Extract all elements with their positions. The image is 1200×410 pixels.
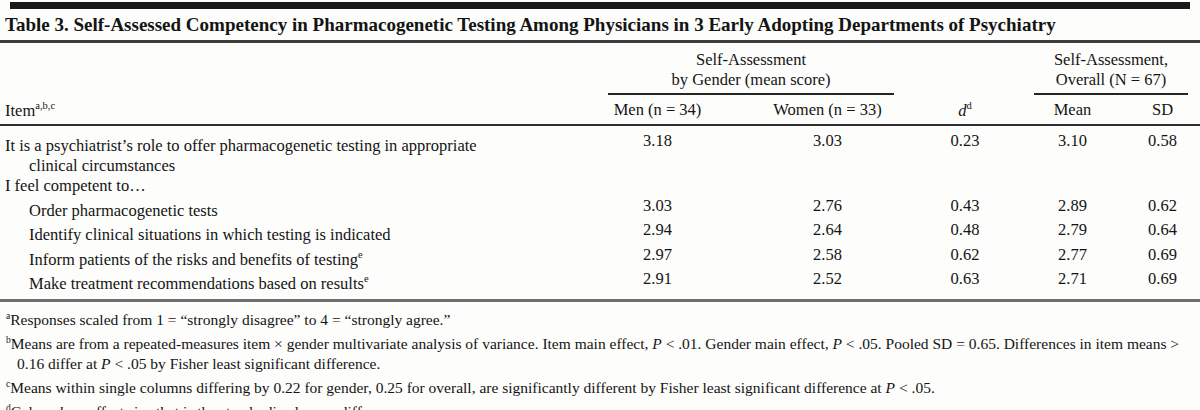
item-cell: Inform patients of the risks and benefit…	[0, 245, 570, 270]
footnotes: aResponses scaled from 1 = “strongly dis…	[0, 299, 1200, 410]
cell-d: 0.23	[910, 125, 1020, 176]
d-footnote-mark: d	[967, 100, 972, 111]
cell-women: 2.52	[745, 269, 910, 299]
group-header-overall-line1: Self-Assessment,	[1034, 50, 1188, 70]
table-row: I feel competent to…	[0, 176, 1200, 196]
top-bar-rule	[10, 2, 1190, 9]
table-row: Identify clinical situations in which te…	[0, 220, 1200, 245]
cell-women: 2.76	[745, 196, 910, 221]
item-cell: Make treatment recommendations based on …	[0, 269, 570, 299]
cell-d	[910, 176, 1020, 196]
cell-mean: 3.10	[1020, 125, 1125, 176]
column-header-men: Men (n = 34)	[570, 95, 745, 125]
footnote-c: cMeans within single columns differing b…	[4, 374, 1192, 398]
table-title: Table 3. Self-Assessed Competency in Pha…	[0, 9, 1200, 43]
cell-men: 2.91	[570, 269, 745, 299]
column-header-women: Women (n = 33)	[745, 95, 910, 125]
table-row: Make treatment recommendations based on …	[0, 269, 1200, 299]
item-cell: It is a psychiatrist’s role to offer pha…	[0, 125, 570, 176]
cell-men: 3.18	[570, 125, 745, 176]
data-table: Itema,b,c Self-Assessment by Gender (mea…	[0, 43, 1200, 299]
cell-sd: 0.69	[1125, 269, 1200, 299]
cell-d: 0.63	[910, 269, 1020, 299]
group-header-gender-line2: by Gender (mean score)	[608, 70, 894, 90]
column-header-mean: Mean	[1020, 95, 1125, 125]
group-header-overall: Self-Assessment, Overall (N = 67)	[1020, 43, 1200, 95]
footnote-text: Means within single columns differing by…	[10, 379, 935, 396]
cell-men: 2.94	[570, 220, 745, 245]
cell-mean: 2.77	[1020, 245, 1125, 270]
footnote-d: dCohen d, an effect size that is the sta…	[4, 398, 1192, 410]
item-cell: Identify clinical situations in which te…	[0, 220, 570, 245]
item-cell-line2: clinical circumstances	[5, 156, 570, 176]
cell-men: 3.03	[570, 196, 745, 221]
cell-mean: 2.79	[1020, 220, 1125, 245]
cell-men	[570, 176, 745, 196]
cell-sd: 0.64	[1125, 220, 1200, 245]
cell-sd: 0.62	[1125, 196, 1200, 221]
table-row: It is a psychiatrist’s role to offer pha…	[0, 125, 1200, 176]
cell-men: 2.97	[570, 245, 745, 270]
footnote-text: Cohen d, an effect size that is the stan…	[11, 403, 406, 410]
item-cell: Order pharmacogenetic tests	[0, 196, 570, 221]
item-cell: I feel competent to…	[0, 176, 570, 196]
item-footnote-mark: e	[364, 273, 369, 284]
group-header-gender-line1: Self-Assessment	[608, 50, 894, 70]
item-header-footnote-marks: a,b,c	[35, 100, 55, 111]
cell-sd	[1125, 176, 1200, 196]
column-header-d: dd	[910, 43, 1020, 125]
table-row: Order pharmacogenetic tests 3.03 2.76 0.…	[0, 196, 1200, 221]
column-header-sd: SD	[1125, 95, 1200, 125]
cell-mean: 2.89	[1020, 196, 1125, 221]
group-header-gender: Self-Assessment by Gender (mean score)	[570, 43, 910, 95]
cell-sd: 0.69	[1125, 245, 1200, 270]
footnote-text: Responses scaled from 1 = “strongly disa…	[10, 311, 450, 328]
cell-women	[745, 176, 910, 196]
item-footnote-mark: e	[358, 249, 363, 260]
cell-d: 0.48	[910, 220, 1020, 245]
cell-women: 3.03	[745, 125, 910, 176]
item-column-header: Itema,b,c	[0, 43, 570, 125]
cell-mean	[1020, 176, 1125, 196]
cell-d: 0.62	[910, 245, 1020, 270]
cell-sd: 0.58	[1125, 125, 1200, 176]
cell-mean: 2.71	[1020, 269, 1125, 299]
cell-women: 2.64	[745, 220, 910, 245]
group-header-overall-line2: Overall (N = 67)	[1034, 70, 1188, 90]
cell-women: 2.58	[745, 245, 910, 270]
table-row: Inform patients of the risks and benefit…	[0, 245, 1200, 270]
cell-d: 0.43	[910, 196, 1020, 221]
footnote-text: Means are from a repeated-measures item …	[11, 335, 1179, 372]
footnote-b: bMeans are from a repeated-measures item…	[4, 330, 1192, 374]
footnote-a: aResponses scaled from 1 = “strongly dis…	[4, 306, 1192, 330]
table-figure: Table 3. Self-Assessed Competency in Pha…	[0, 0, 1200, 410]
